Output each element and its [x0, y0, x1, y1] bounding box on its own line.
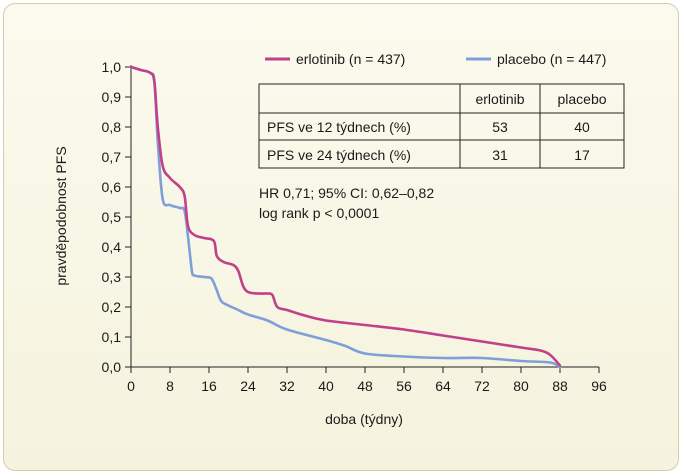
y-tick-label: 0,4: [102, 239, 122, 255]
table-row-label-24: PFS ve 24 týdnech (%): [267, 147, 411, 163]
y-tick-label: 0,5: [102, 209, 122, 225]
x-tick-label: 88: [552, 378, 568, 394]
y-tick-label: 0,2: [102, 299, 122, 315]
stats-table: [258, 83, 625, 169]
x-tick-label: 64: [435, 378, 451, 394]
y-tick-label: 0,8: [102, 119, 122, 135]
x-tick-label: 56: [396, 378, 412, 394]
series-layer: [129, 65, 562, 369]
x-tick-label: 40: [318, 378, 334, 394]
axes: 0 8 16 24 32 40 48 56 64 72 80 88 96 0,0 0,1 0,2 0,3 0,4 0…: [102, 59, 607, 394]
table-cell-12-placebo: 40: [574, 119, 590, 135]
y-tick-label: 1,0: [102, 59, 122, 75]
annotation-logrank: log rank p < 0,0001: [259, 205, 379, 221]
chart-frame: [3, 3, 679, 471]
y-tick-label: 0,0: [102, 359, 122, 375]
legend-label-erlotinib: erlotinib (n = 437): [296, 51, 405, 67]
y-tick-label: 0,6: [102, 179, 122, 195]
table-header-placebo: placebo: [557, 91, 606, 107]
table-cell-24-placebo: 17: [574, 147, 590, 163]
y-tick-label: 0,3: [102, 269, 122, 285]
series-placebo-line: [129, 65, 562, 369]
x-tick-label: 24: [240, 378, 256, 394]
table-border: [258, 83, 625, 169]
annotation-hr: HR 0,71; 95% CI: 0,62–0,82: [259, 185, 434, 201]
table-header-erlotinib: erlotinib: [475, 91, 524, 107]
y-tick-label: 0,9: [102, 89, 122, 105]
table-cell-12-erlotinib: 53: [492, 119, 508, 135]
legend-label-placebo: placebo (n = 447): [497, 51, 606, 67]
x-tick-label: 96: [591, 378, 607, 394]
table-cell-24-erlotinib: 31: [492, 147, 508, 163]
y-tick-label: 0,7: [102, 149, 122, 165]
x-axis-label: doba (týdny): [325, 411, 403, 427]
x-tick-label: 16: [201, 378, 217, 394]
stats-table-text: erlotinib placebo PFS ve 12 týdnech (%) …: [267, 91, 607, 163]
x-tick-label: 8: [166, 378, 174, 394]
x-tick-label: 80: [513, 378, 529, 394]
series-erlotinib-line: [129, 65, 562, 367]
legend: erlotinib (n = 437) placebo (n = 447): [265, 51, 606, 67]
x-tick-label: 72: [474, 378, 490, 394]
table-row-label-12: PFS ve 12 týdnech (%): [267, 119, 411, 135]
x-tick-label: 32: [279, 378, 295, 394]
x-tick-label: 48: [357, 378, 373, 394]
x-tick-label: 0: [127, 378, 135, 394]
y-axis-label: pravděpodobnost PFS: [53, 146, 69, 285]
y-tick-label: 0,1: [102, 329, 122, 345]
